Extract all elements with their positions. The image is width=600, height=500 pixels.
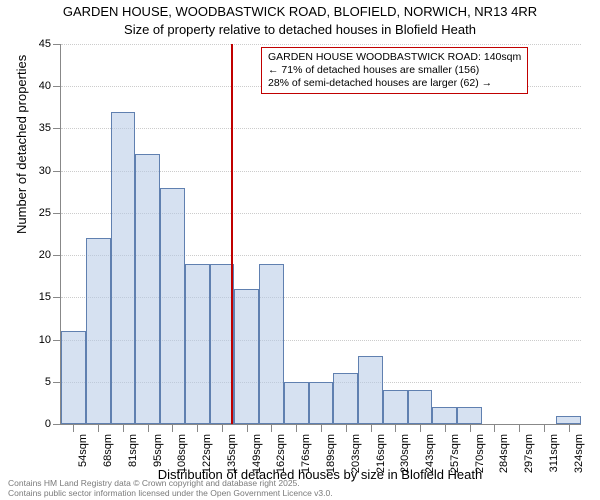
y-tick [53, 128, 61, 129]
y-tick [53, 213, 61, 214]
annotation-line1: GARDEN HOUSE WOODBASTWICK ROAD: 140sqm [268, 51, 521, 64]
x-tick [73, 424, 74, 432]
x-tick [172, 424, 173, 432]
histogram-bar [432, 407, 457, 424]
histogram-bar [309, 382, 334, 424]
reference-line [231, 44, 233, 424]
y-tick [53, 297, 61, 298]
y-tick-label: 25 [39, 207, 51, 219]
x-tick-label: 68sqm [102, 434, 114, 467]
histogram-bar [408, 390, 433, 424]
footer-attribution: Contains HM Land Registry data © Crown c… [8, 479, 333, 498]
x-tick-label: 95sqm [152, 434, 164, 467]
x-tick-label: 81sqm [127, 434, 139, 467]
x-tick [420, 424, 421, 432]
y-tick-label: 15 [39, 291, 51, 303]
y-tick-label: 40 [39, 80, 51, 92]
x-tick [321, 424, 322, 432]
x-tick [98, 424, 99, 432]
y-tick-label: 0 [45, 418, 51, 430]
x-tick [519, 424, 520, 432]
histogram-bar [556, 416, 581, 424]
gridline-h [61, 128, 581, 129]
x-tick [395, 424, 396, 432]
histogram-bar [185, 264, 210, 424]
y-tick [53, 255, 61, 256]
x-tick [470, 424, 471, 432]
footer-line2: Contains public sector information licen… [8, 489, 333, 498]
chart-title-line1: GARDEN HOUSE, WOODBASTWICK ROAD, BLOFIEL… [0, 4, 600, 19]
histogram-bar [234, 289, 259, 424]
histogram-bar [284, 382, 309, 424]
y-tick-label: 30 [39, 165, 51, 177]
y-axis-label: Number of detached properties [14, 55, 29, 234]
histogram-bar [135, 154, 160, 424]
annotation-line2: ← 71% of detached houses are smaller (15… [268, 64, 521, 77]
annotation-line3: 28% of semi-detached houses are larger (… [268, 77, 521, 90]
plot-area: 05101520253035404554sqm68sqm81sqm95sqm10… [60, 44, 581, 425]
x-tick [271, 424, 272, 432]
x-tick [247, 424, 248, 432]
x-tick [445, 424, 446, 432]
annotation-box: GARDEN HOUSE WOODBASTWICK ROAD: 140sqm ←… [261, 47, 528, 94]
x-tick-label: 54sqm [77, 434, 89, 467]
histogram-bar [160, 188, 185, 424]
x-tick [569, 424, 570, 432]
x-tick [544, 424, 545, 432]
y-tick-label: 20 [39, 249, 51, 261]
y-tick [53, 382, 61, 383]
x-tick [197, 424, 198, 432]
histogram-bar [358, 356, 383, 424]
histogram-bar [86, 238, 111, 424]
histogram-bar [259, 264, 284, 424]
histogram-bar [383, 390, 408, 424]
x-tick [123, 424, 124, 432]
y-tick-label: 5 [45, 376, 51, 388]
x-tick [296, 424, 297, 432]
x-tick [371, 424, 372, 432]
gridline-h [61, 44, 581, 45]
y-tick [53, 86, 61, 87]
y-tick-label: 10 [39, 334, 51, 346]
y-tick-label: 45 [39, 38, 51, 50]
chart-title-line2: Size of property relative to detached ho… [0, 22, 600, 37]
x-tick [494, 424, 495, 432]
y-tick [53, 340, 61, 341]
histogram-bar [333, 373, 358, 424]
x-tick [148, 424, 149, 432]
y-tick [53, 171, 61, 172]
histogram-bar [61, 331, 86, 424]
histogram-bar [457, 407, 482, 424]
histogram-bar [111, 112, 136, 424]
y-tick-label: 35 [39, 122, 51, 134]
y-tick [53, 424, 61, 425]
chart-container: GARDEN HOUSE, WOODBASTWICK ROAD, BLOFIEL… [0, 0, 600, 500]
x-tick [222, 424, 223, 432]
y-tick [53, 44, 61, 45]
x-tick [346, 424, 347, 432]
